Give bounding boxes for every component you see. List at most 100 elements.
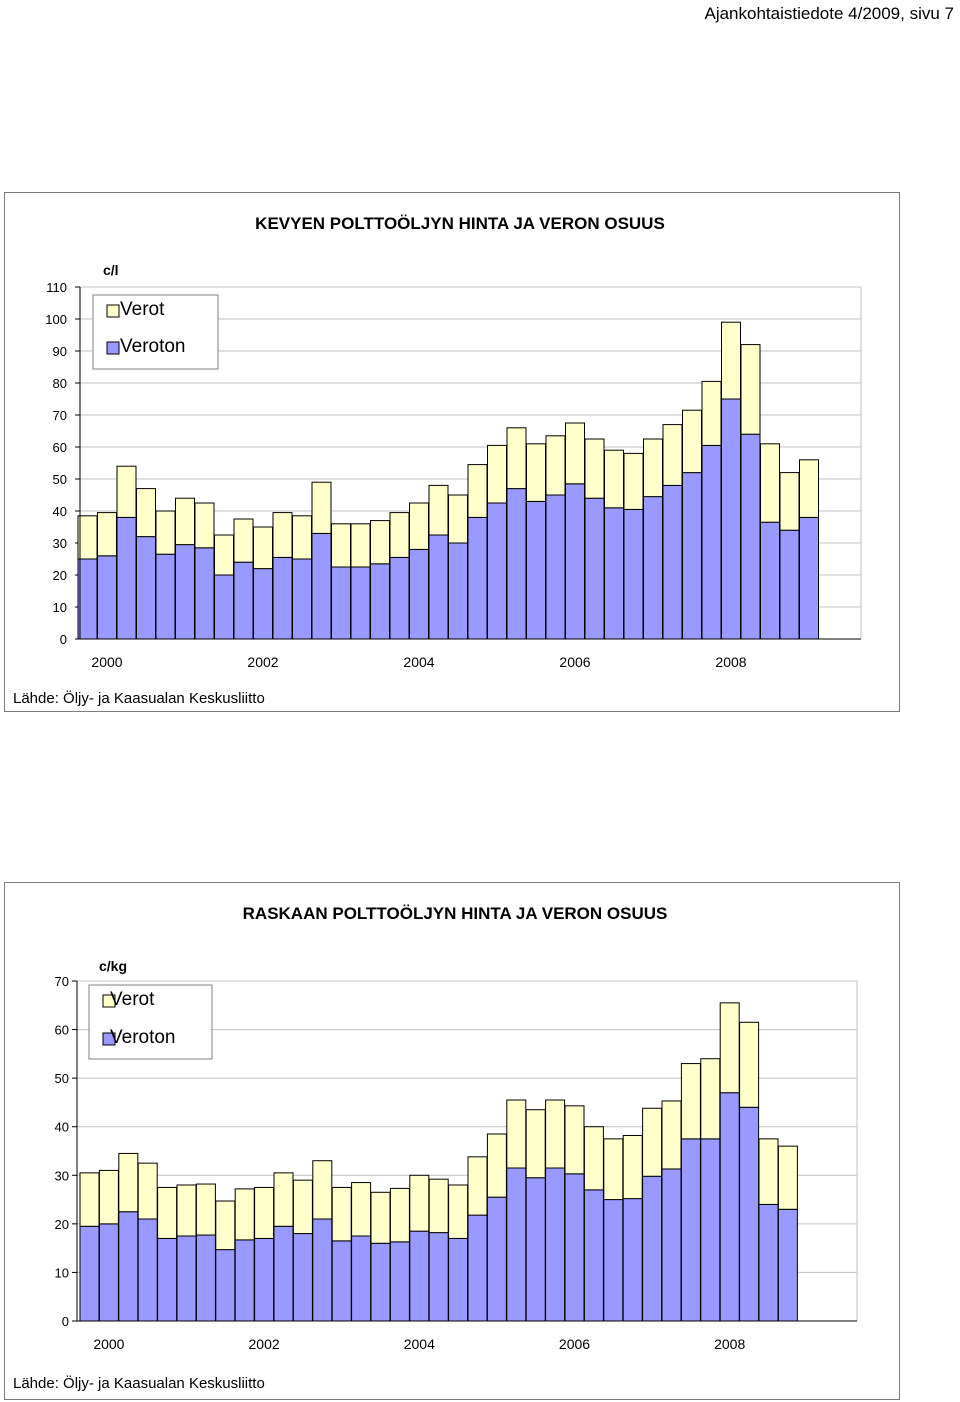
bar-verot <box>486 1133 507 1198</box>
bar-verot <box>389 1187 410 1243</box>
bar-veroton <box>428 1232 449 1322</box>
bar-verot <box>584 438 605 499</box>
bar-veroton <box>603 1199 624 1322</box>
bar-veroton <box>740 433 761 640</box>
y-tick-label: 30 <box>55 1168 69 1183</box>
bar-verot <box>758 1138 779 1205</box>
bar-veroton <box>292 1233 313 1322</box>
x-tick-label: 2006 <box>559 654 590 670</box>
bar-veroton <box>292 558 312 640</box>
bar-verot <box>662 424 683 486</box>
bar-veroton <box>799 516 819 640</box>
y-tick-label: 40 <box>55 1120 69 1135</box>
bar-verot <box>779 472 800 531</box>
bar-verot <box>525 1109 546 1179</box>
bar-veroton <box>584 497 605 640</box>
bar-veroton <box>565 483 585 640</box>
y-tick-label: 20 <box>53 568 67 583</box>
bar-verot <box>799 459 819 518</box>
x-tick-label: 2000 <box>91 654 122 670</box>
bar-verot <box>564 1105 585 1175</box>
bar-veroton <box>311 532 332 640</box>
bar-veroton <box>118 1211 139 1322</box>
bar-verot <box>155 510 176 555</box>
light-fuel-oil-chart-panel: KEVYEN POLTTOÖLJYN HINTA JA VERON OSUUS c… <box>4 192 900 712</box>
bar-veroton <box>701 444 722 640</box>
bar-verot <box>409 1174 430 1232</box>
y-tick-label: 90 <box>53 344 67 359</box>
bar-veroton <box>233 561 254 640</box>
bar-veroton <box>79 1225 100 1322</box>
bar-verot <box>642 1107 663 1177</box>
bar-veroton <box>642 1175 663 1322</box>
bar-veroton <box>739 1106 760 1322</box>
bar-veroton <box>253 568 273 640</box>
bar-verot <box>331 523 351 568</box>
bar-veroton <box>136 536 156 640</box>
bar-veroton <box>389 1241 410 1322</box>
bar-veroton <box>448 1237 469 1322</box>
y-tick-label: 30 <box>53 536 67 551</box>
bar-veroton <box>331 1240 352 1322</box>
y-tick-label: 20 <box>55 1217 69 1232</box>
y-tick-label: 80 <box>53 376 67 391</box>
bar-veroton <box>409 1230 430 1322</box>
bar-veroton <box>506 1167 527 1322</box>
bar-veroton <box>215 1249 236 1322</box>
source-note: Lähde: Öljy- ja Kaasualan Keskusliitto <box>13 689 265 707</box>
bar-veroton <box>623 508 644 640</box>
page-header: Ajankohtaistiedote 4/2009, sivu 7 <box>704 4 954 23</box>
bar-veroton <box>758 1203 779 1322</box>
bar-verot <box>79 1172 100 1227</box>
bar-veroton <box>370 563 390 640</box>
bar-veroton <box>682 472 702 640</box>
y-tick-label: 60 <box>55 1023 69 1038</box>
bar-verot <box>137 1162 158 1220</box>
bar-veroton <box>157 1237 178 1322</box>
bar-veroton <box>254 1237 275 1322</box>
bar-verot <box>448 1184 469 1239</box>
bar-verot <box>233 518 254 563</box>
source-note: Lähde: Öljy- ja Kaasualan Keskusliitto <box>13 1374 265 1392</box>
bar-verot <box>311 481 332 534</box>
bar-verot <box>661 1100 682 1170</box>
bar-verot <box>603 1138 624 1201</box>
bar-verot <box>623 452 644 510</box>
bar-verot <box>700 1058 721 1140</box>
light-fuel-oil-chart: KEVYEN POLTTOÖLJYN HINTA JA VERON OSUUS c… <box>13 214 862 707</box>
bar-veroton <box>779 529 800 640</box>
bar-verot <box>194 502 215 549</box>
bar-veroton <box>175 544 195 640</box>
bar-verot <box>214 534 234 576</box>
bar-verot <box>116 465 137 518</box>
bar-verot <box>682 409 702 474</box>
y-tick-label: 70 <box>53 408 67 423</box>
x-tick-label: 2002 <box>247 654 278 670</box>
bar-verot <box>292 1179 313 1235</box>
bar-verot <box>389 512 410 558</box>
bar-verot <box>583 1126 604 1191</box>
y-unit-label: c/l <box>103 262 119 278</box>
bar-veroton <box>545 494 566 640</box>
bar-verot <box>643 438 663 498</box>
bar-verot <box>254 1186 275 1239</box>
bar-veroton <box>272 556 293 640</box>
bar-verot <box>175 497 195 546</box>
bar-verot <box>409 502 429 550</box>
bar-verot <box>526 443 546 502</box>
bar-veroton <box>604 507 624 640</box>
legend-swatch-veroton <box>102 1032 116 1046</box>
bar-veroton <box>370 1242 391 1322</box>
bar-verot <box>234 1188 255 1241</box>
bar-verot <box>312 1160 333 1220</box>
x-tick-label: 2000 <box>93 1336 124 1352</box>
y-tick-label: 70 <box>55 974 69 989</box>
bar-verot <box>351 1182 372 1237</box>
bar-veroton <box>467 516 488 640</box>
legend-label-veroton: Veroton <box>110 1027 176 1048</box>
legend-swatch-verot <box>102 994 116 1008</box>
bar-veroton <box>487 502 507 640</box>
y-tick-label: 50 <box>55 1071 69 1086</box>
legend-label-verot: Verot <box>120 299 165 320</box>
bar-veroton <box>273 1225 294 1322</box>
